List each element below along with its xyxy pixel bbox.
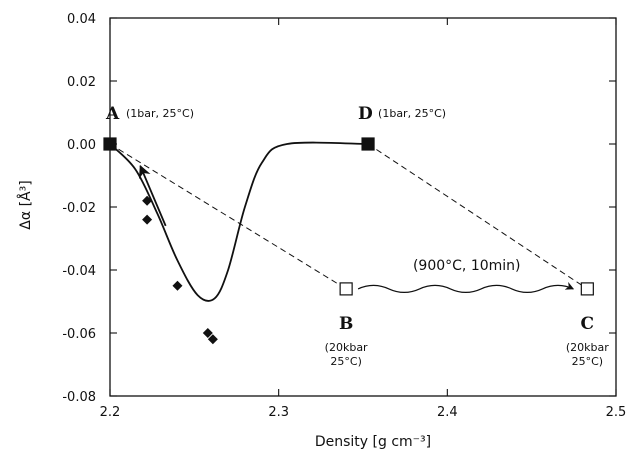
point-conditions-c: 25°C) (572, 355, 603, 368)
point-marker-c (580, 282, 594, 296)
y-axis-label: Δα [Å³] (17, 180, 34, 229)
point-label-d: D (358, 104, 373, 124)
diamond-point (142, 195, 153, 206)
process-label: (900°C, 10min) (413, 258, 521, 274)
wavy-arrow (357, 281, 575, 293)
fit-curve (109, 141, 369, 302)
point-conditions-b: 25°C) (330, 355, 361, 368)
dashed-path (367, 143, 588, 290)
curve-arrow (138, 164, 167, 227)
y-tick-label: 0.04 (67, 12, 96, 27)
x-axis-label: Density [g cm⁻³] (315, 434, 431, 450)
point-label-a: A (105, 104, 120, 124)
diamond-point (202, 328, 213, 338)
point-conditions-b: (20kbar (325, 341, 368, 354)
diamond-point (207, 334, 218, 345)
point-marker-a (103, 137, 117, 151)
y-tick-label: -0.06 (62, 327, 96, 342)
y-tick-label: -0.02 (62, 201, 96, 216)
x-tick-label: 2.5 (606, 405, 626, 420)
dashed-path (109, 143, 347, 290)
diamond-point (142, 214, 153, 225)
point-marker-b (339, 282, 353, 296)
y-tick-label: -0.04 (62, 264, 96, 279)
point-label-b: B (339, 314, 353, 334)
diamond-point (172, 280, 183, 291)
y-tick-label: 0.00 (67, 138, 96, 153)
point-conditions-a: (1bar, 25°C) (126, 107, 194, 120)
point-marker-d (361, 137, 375, 151)
x-tick-label: 2.4 (437, 405, 458, 420)
point-conditions-c: (20kbar (566, 341, 609, 354)
point-label-c: C (581, 314, 595, 334)
x-tick-label: 2.2 (100, 405, 121, 420)
plot-frame (109, 17, 617, 397)
y-tick-label: 0.02 (67, 75, 96, 90)
point-conditions-d: (1bar, 25°C) (378, 107, 446, 120)
x-tick-label: 2.3 (268, 405, 289, 420)
y-tick-label: -0.08 (62, 390, 96, 405)
